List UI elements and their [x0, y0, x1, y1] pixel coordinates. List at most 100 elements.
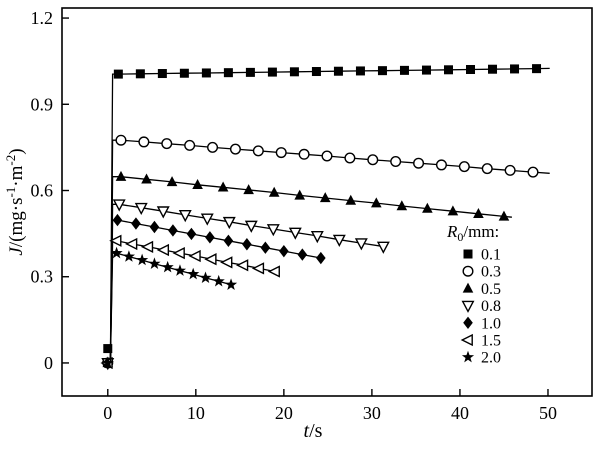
- open-circle-marker: [252, 145, 264, 157]
- open-circle-marker: [458, 161, 470, 173]
- filled-diamond-marker: [131, 217, 141, 230]
- x-tick-label: 0: [103, 403, 112, 423]
- open-triangle-left-marker: [251, 262, 265, 275]
- open-circle-marker: [321, 150, 333, 162]
- y-tick-label: 0.3: [31, 267, 54, 287]
- legend-label: 1.5: [481, 333, 501, 350]
- open-triangle-down-marker: [376, 241, 390, 254]
- open-circle-marker: [462, 265, 474, 277]
- open-circle-marker: [184, 139, 196, 151]
- open-triangle-down-marker: [461, 300, 475, 313]
- series-r0-0-5: [102, 170, 512, 368]
- filled-diamond-marker: [205, 231, 215, 244]
- filled-square-marker: [421, 65, 431, 75]
- open-circle-marker: [390, 155, 402, 167]
- filled-square-marker: [289, 67, 299, 77]
- legend-label: 0.3: [481, 264, 501, 281]
- filled-square-marker: [510, 64, 520, 74]
- legend-item-0-8: 0.8: [461, 298, 501, 315]
- open-circle-marker: [481, 163, 493, 175]
- open-triangle-down-marker: [200, 213, 214, 226]
- filled-triangle-up-marker: [217, 181, 229, 192]
- filled-star-marker: [161, 260, 174, 273]
- open-triangle-down-marker: [222, 216, 236, 230]
- open-triangle-down-marker: [112, 199, 126, 212]
- legend: R0/mm: 0.10.30.50.81.01.52.0: [446, 222, 501, 367]
- filled-square-marker: [267, 67, 277, 77]
- open-triangle-down-marker: [310, 231, 324, 244]
- filled-diamond-marker: [316, 251, 326, 265]
- filled-star-marker: [101, 356, 114, 369]
- open-circle-marker: [527, 166, 539, 178]
- open-circle-marker: [161, 138, 173, 150]
- series-line: [109, 240, 276, 363]
- filled-triangle-up-marker: [141, 173, 152, 184]
- open-circle-marker: [138, 136, 150, 148]
- open-circle-marker: [115, 134, 127, 146]
- filled-triangle-up-marker: [447, 205, 459, 216]
- open-triangle-left-marker: [204, 253, 217, 266]
- legend-label: 0.8: [481, 298, 501, 315]
- open-triangle-left-marker: [460, 333, 473, 347]
- open-triangle-left-marker: [109, 234, 122, 247]
- filled-square-marker: [223, 68, 233, 78]
- filled-triangle-up-marker: [166, 176, 178, 187]
- open-triangle-down-marker: [178, 210, 192, 223]
- filled-star-marker: [212, 274, 225, 287]
- y-tick-label: 0: [44, 353, 53, 373]
- filled-triangle-up-marker: [396, 200, 408, 211]
- open-triangle-down-marker: [244, 220, 258, 233]
- open-circle-marker: [344, 152, 356, 164]
- open-circle-marker: [229, 143, 241, 155]
- filled-star-marker: [224, 278, 238, 290]
- series-r0-0-1: [103, 64, 550, 363]
- filled-diamond-marker: [297, 248, 308, 261]
- x-tick-label: 40: [451, 403, 469, 423]
- y-tick-label: 0.6: [31, 181, 54, 201]
- x-axis-label: t/s: [304, 420, 323, 442]
- filled-triangle-up-marker: [498, 210, 510, 221]
- filled-square-marker: [443, 65, 453, 75]
- open-triangle-down-marker: [156, 206, 170, 219]
- filled-star-marker: [148, 257, 161, 269]
- filled-square-marker: [333, 66, 343, 76]
- filled-star-marker: [187, 267, 200, 280]
- open-triangle-left-marker: [235, 259, 249, 272]
- legend-item-0-1: 0.1: [463, 247, 501, 264]
- filled-diamond-marker: [242, 238, 252, 251]
- filled-diamond-marker: [168, 224, 178, 237]
- series-r0-2-0: [101, 246, 238, 369]
- legend-label: 1.0: [481, 315, 501, 332]
- filled-star-marker: [122, 250, 135, 262]
- x-tick-label: 30: [363, 403, 381, 423]
- filled-diamond-marker: [186, 227, 197, 241]
- filled-triangle-up-marker: [294, 189, 306, 200]
- open-triangle-down-marker: [266, 224, 280, 237]
- filled-triangle-up-marker: [345, 194, 357, 205]
- x-tick-label: 20: [275, 403, 293, 423]
- filled-diamond-marker: [223, 234, 234, 247]
- filled-square-marker: [201, 68, 211, 78]
- legend-item-1-5: 1.5: [460, 333, 501, 350]
- filled-star-marker: [136, 253, 149, 266]
- plot-border: [61, 7, 593, 397]
- legend-item-0-5: 0.5: [462, 281, 501, 298]
- series-line: [109, 252, 232, 363]
- y-tick-label: 1.2: [31, 8, 54, 28]
- filled-diamond-marker: [260, 241, 271, 254]
- open-circle-marker: [504, 164, 516, 176]
- open-circle-marker: [367, 154, 379, 166]
- x-tick-label: 50: [539, 403, 557, 423]
- filled-square-marker: [311, 67, 321, 77]
- legend-label: 0.1: [481, 247, 501, 264]
- filled-diamond-marker: [149, 220, 160, 234]
- open-triangle-down-marker: [332, 234, 346, 247]
- filled-triangle-up-marker: [462, 282, 474, 293]
- series-r0-1-5: [100, 234, 280, 370]
- filled-diamond-marker: [279, 244, 289, 258]
- series-line: [109, 139, 550, 363]
- filled-star-marker: [199, 271, 212, 284]
- filled-star-marker: [461, 350, 475, 363]
